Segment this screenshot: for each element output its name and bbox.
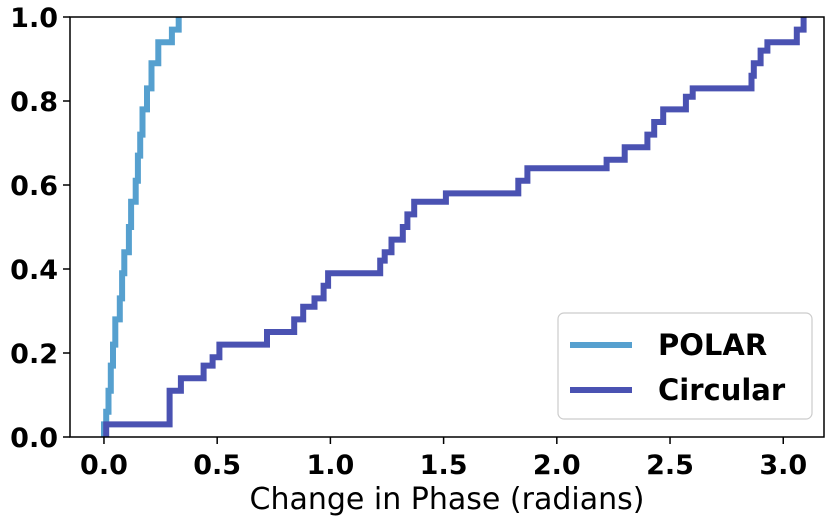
y-tick-label: 0.6 xyxy=(10,171,58,202)
plot-frame xyxy=(69,16,825,438)
y-tick-label: 0.8 xyxy=(10,87,58,118)
x-tick-label: 3.0 xyxy=(759,450,807,481)
y-axis: 0.0 0.2 0.4 0.6 0.8 1.0 xyxy=(10,3,70,454)
x-tick-label: 1.5 xyxy=(420,450,468,481)
x-axis-label: Change in Phase (radians) xyxy=(250,482,645,517)
x-tick-label: 1.0 xyxy=(306,450,354,481)
x-tick-label: 2.0 xyxy=(533,450,581,481)
series-line-circular xyxy=(103,17,807,437)
legend: POLAR Circular xyxy=(557,312,813,420)
y-tick-label: 1.0 xyxy=(10,3,58,34)
series-layer xyxy=(101,17,807,437)
legend-label-circular: Circular xyxy=(658,373,786,407)
x-tick-label: 0.0 xyxy=(80,450,128,481)
series-line-polar xyxy=(101,17,182,437)
legend-label-polar: POLAR xyxy=(658,328,767,362)
x-tick-label: 0.5 xyxy=(193,450,241,481)
y-tick-label: 0.0 xyxy=(10,423,58,454)
x-tick-label: 2.5 xyxy=(646,450,694,481)
x-axis: 0.0 0.5 1.0 1.5 2.0 2.5 3.0 xyxy=(80,437,807,481)
y-tick-label: 0.4 xyxy=(10,255,58,286)
y-tick-label: 0.2 xyxy=(10,339,58,370)
